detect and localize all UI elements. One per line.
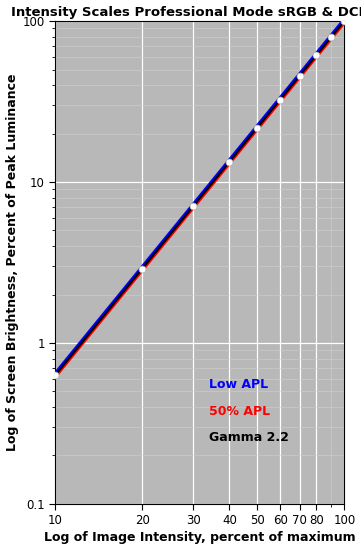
Y-axis label: Log of Screen Brightness, Percent of Peak Luminance: Log of Screen Brightness, Percent of Pea… [5,74,18,451]
Gamma 2.2 [225,161,230,168]
Text: 50% APL: 50% APL [209,405,270,418]
Gamma 2.2 [53,372,57,378]
Line: Gamma 2.2: Gamma 2.2 [55,21,344,375]
Text: Gamma 2.2: Gamma 2.2 [209,431,288,444]
Gamma 2.2 [290,81,294,88]
Low APL [290,80,294,86]
Gamma 2.2 [192,201,196,208]
X-axis label: Log of Image Intensity, percent of maximum: Log of Image Intensity, percent of maxim… [44,531,356,544]
Text: Low APL: Low APL [209,378,268,392]
Low APL [225,160,230,166]
Low APL [191,202,195,208]
Low APL [192,200,196,206]
Title: Intensity Scales Professional Mode sRGB & DCI-P3: Intensity Scales Professional Mode sRGB … [11,6,361,19]
Gamma 2.2 [191,204,195,210]
50% APL [192,204,196,210]
50% APL [191,206,195,212]
Gamma 2.2 [209,180,214,187]
50% APL [225,163,230,169]
Line: 50% APL: 50% APL [55,23,344,377]
Line: Low APL: Low APL [55,19,344,373]
Gamma 2.2 [335,26,340,33]
50% APL [335,28,340,35]
50% APL [342,20,347,26]
Low APL [342,16,347,23]
Gamma 2.2 [342,18,347,24]
50% APL [209,182,214,189]
Low APL [53,370,57,377]
50% APL [53,373,57,380]
50% APL [290,84,294,90]
Low APL [209,179,214,185]
Low APL [335,25,340,31]
